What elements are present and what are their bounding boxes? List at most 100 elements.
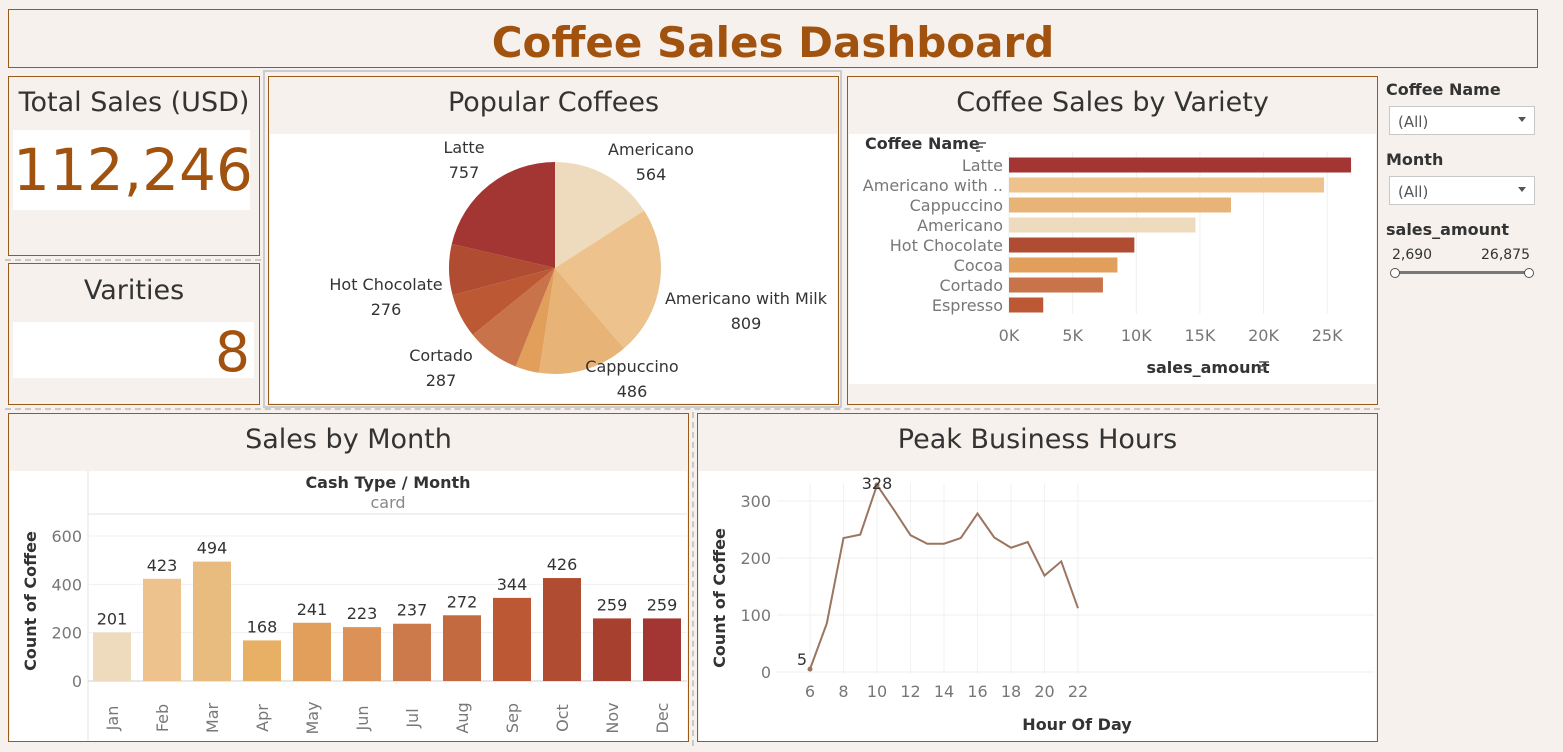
variety-x-tick: 20K — [1248, 326, 1279, 345]
pie-slice-espresso — [515, 268, 555, 373]
month-category-label: Jan — [103, 706, 122, 732]
coffee-name-filter-select[interactable]: (All) — [1389, 106, 1535, 135]
peak-x-tick: 16 — [967, 682, 987, 701]
pie-slice-cappuccino — [539, 268, 625, 374]
pie-slice-americano — [555, 162, 645, 268]
pie-label-cortado-value: 287 — [426, 371, 457, 390]
variety-x-tick: 5K — [1062, 326, 1083, 345]
varieties-value: 8 — [215, 320, 250, 384]
month-filter-select[interactable]: (All) — [1389, 176, 1535, 205]
month-filter-value: (All) — [1398, 183, 1429, 201]
variety-x-tick: 25K — [1312, 326, 1343, 345]
pie-slice-latte — [451, 162, 555, 268]
peak-point-marker — [807, 666, 813, 672]
variety-x-tick: 0K — [999, 326, 1020, 345]
variety-category-label: Americano — [917, 216, 1003, 235]
peak-y-tick: 200 — [740, 549, 771, 568]
variety-bar-cocoa — [1009, 257, 1118, 273]
sales-amount-filter-label: sales_amount — [1386, 220, 1510, 239]
variety-axis-header: Coffee Name — [865, 134, 980, 153]
chevron-down-icon[interactable] — [1518, 187, 1526, 192]
total-sales-value-box: 112,246 — [13, 130, 253, 210]
dashboard-title-bar: Coffee Sales Dashboard — [8, 9, 1538, 68]
total-sales-card: Total Sales (USD) 112,246 — [8, 76, 260, 256]
month-category-label: Apr — [253, 704, 272, 732]
total-sales-title: Total Sales (USD) — [18, 87, 250, 118]
variety-category-label: Hot Chocolate — [890, 236, 1003, 255]
peak-y-tick: 100 — [740, 606, 771, 625]
month-category-label: Oct — [553, 704, 572, 732]
variety-bar-americano-with — [1009, 177, 1324, 193]
chevron-down-icon[interactable] — [1518, 117, 1526, 122]
month-category-label: Nov — [603, 702, 622, 733]
variety-x-tick: 15K — [1184, 326, 1215, 345]
month-bar-value: 201 — [97, 609, 128, 628]
peak-x-tick: 10 — [867, 682, 887, 701]
pie-slice-cocoa — [452, 268, 555, 335]
separator — [5, 408, 1380, 410]
sort-icon[interactable] — [976, 142, 986, 152]
variety-bar-americano — [1009, 217, 1196, 233]
peak-x-tick: 12 — [900, 682, 920, 701]
peak-x-tick: 14 — [934, 682, 954, 701]
pie-label-americano-value: 564 — [636, 165, 667, 184]
month-bar-jun — [343, 627, 381, 681]
variety-bar-latte — [1009, 157, 1352, 173]
month-bar-dec — [643, 618, 681, 681]
pie-slice-cortado — [472, 268, 555, 367]
separator — [5, 259, 261, 261]
peak-x-axis-label: Hour Of Day — [1022, 715, 1132, 734]
total-sales-value: 112,246 — [13, 136, 253, 204]
sales-amount-max: 26,875 — [1481, 247, 1530, 263]
peak-point-marker — [874, 482, 880, 488]
varieties-value-box: 8 — [13, 320, 254, 384]
sales-amount-min: 2,690 — [1392, 247, 1433, 263]
popular-coffees-frame — [263, 70, 842, 408]
variety-x-axis-label: sales_amount — [1146, 358, 1269, 377]
pie-label-cappuccino-value: 486 — [617, 382, 648, 401]
variety-category-label: Americano with .. — [863, 176, 1003, 195]
month-header: Cash Type / Month — [305, 473, 470, 492]
peak-x-tick: 18 — [1001, 682, 1021, 701]
separator — [692, 412, 694, 746]
pie-slice-hot-chocolate — [449, 243, 555, 296]
month-y-tick: 200 — [51, 624, 82, 643]
month-category-label: May — [303, 701, 322, 734]
peak-area: Count of Coffee Hour Of Day 0 100 200 300 6… — [699, 471, 1376, 741]
month-bar-value: 241 — [297, 600, 328, 619]
peak-hours-title: Peak Business Hours — [897, 424, 1178, 455]
peak-hours-panel: Peak Business Hours Count of Coffee Hour… — [697, 413, 1378, 742]
peak-y-tick: 0 — [761, 663, 771, 682]
month-category-label: Mar — [203, 702, 222, 733]
pie-label-latte-name: Latte — [443, 138, 484, 157]
sales-amount-slider-track[interactable] — [1395, 271, 1529, 274]
varieties-card: Varities 8 — [8, 263, 260, 405]
variety-x-tick: 10K — [1121, 326, 1152, 345]
peak-line-series — [809, 482, 1079, 670]
sales-amount-slider-max-handle[interactable] — [1524, 268, 1534, 278]
variety-area: Coffee Name Latte Americano with .. Cappuc… — [849, 134, 1376, 384]
month-bar-value: 426 — [547, 555, 578, 574]
peak-point-label: 5 — [797, 650, 807, 669]
peak-y-axis-label: Count of Coffee — [710, 528, 729, 668]
sales-by-month-panel: Sales by Month Cash Type / Month card Co… — [8, 413, 689, 742]
peak-x-tick: 8 — [838, 682, 848, 701]
month-category-label: Aug — [453, 702, 472, 733]
month-category-label: Feb — [153, 704, 172, 732]
month-bar-value: 237 — [397, 601, 428, 620]
month-bar-apr — [243, 640, 281, 681]
variety-category-label: Latte — [962, 156, 1003, 175]
popular-coffees-title: Popular Coffees — [447, 87, 660, 118]
month-bar-value: 259 — [647, 595, 678, 614]
month-bar-value: 344 — [497, 575, 528, 594]
month-category-label: Jul — [403, 708, 422, 728]
variety-title: Coffee Sales by Variety — [956, 87, 1269, 118]
month-category-label: Sep — [503, 703, 522, 733]
peak-x-tick: 22 — [1068, 682, 1088, 701]
sales-amount-slider-min-handle[interactable] — [1390, 268, 1400, 278]
month-bar-may — [293, 622, 331, 681]
sort-icon[interactable] — [1259, 361, 1269, 371]
month-bar-value: 272 — [447, 592, 478, 611]
month-subheader: card — [370, 493, 405, 512]
variety-bar-cortado — [1009, 277, 1103, 293]
